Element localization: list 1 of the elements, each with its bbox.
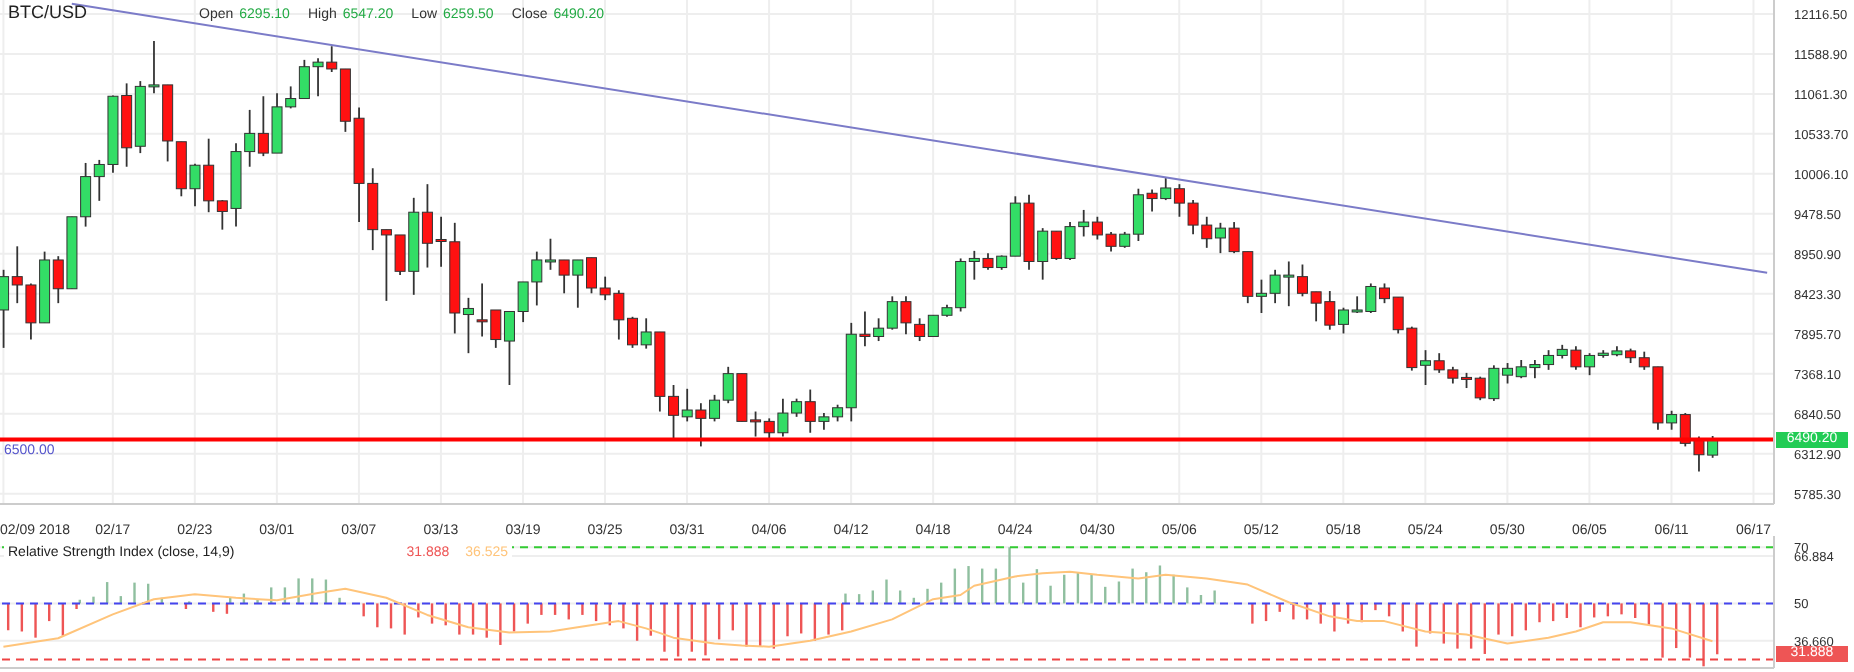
chart-title: BTC/USD	[8, 2, 88, 22]
